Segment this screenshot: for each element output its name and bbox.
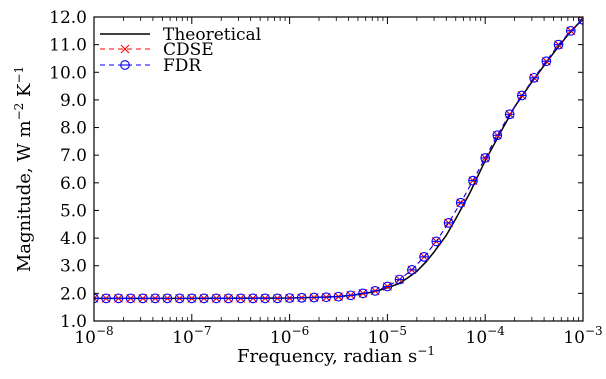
fdr-point bbox=[125, 293, 136, 304]
fdr-point bbox=[94, 293, 99, 304]
fdr-point bbox=[309, 292, 319, 303]
fdr-point bbox=[333, 291, 344, 302]
fdr-point bbox=[223, 293, 234, 304]
fdr-point bbox=[517, 90, 527, 101]
fdr-point bbox=[504, 109, 515, 120]
fdr-point bbox=[492, 130, 503, 141]
y-tick-label: 10.0 bbox=[49, 63, 87, 83]
fdr-point bbox=[443, 218, 454, 228]
y-tick-label: 5.0 bbox=[60, 201, 87, 221]
legend-cdse-label: CDSE bbox=[163, 40, 214, 60]
legend-cdse-marker bbox=[120, 44, 130, 54]
y-tick-label: 3.0 bbox=[60, 257, 87, 277]
ticks-layer: 1.0 2.0 3.0 4.0 5.0 6.0 7.0 8.0 9.0 10.0 11.0 12.0 1… bbox=[49, 8, 603, 348]
x-tick-label: 10−4 bbox=[466, 324, 506, 348]
x-tick-label: 10−6 bbox=[270, 324, 309, 348]
fdr-point bbox=[407, 265, 417, 275]
plot-frame bbox=[93, 16, 584, 322]
legend-theoretical-label: Theoretical bbox=[163, 25, 261, 45]
series-layer bbox=[94, 17, 583, 304]
fdr-point bbox=[174, 293, 185, 304]
fdr-point bbox=[480, 153, 491, 163]
fdr-point bbox=[284, 293, 295, 303]
y-tick-label: 4.0 bbox=[60, 229, 87, 249]
y-tick-label: 11.0 bbox=[49, 36, 87, 56]
fdr-point bbox=[382, 281, 393, 292]
y-tick-label: 1.0 bbox=[60, 312, 87, 332]
fdr-point bbox=[529, 72, 539, 83]
y-axis-title: Magnitude, W m−2 K−1 bbox=[12, 66, 35, 272]
legend-fdr-label: FDR bbox=[163, 56, 202, 76]
y-tick-label: 9.0 bbox=[60, 91, 87, 111]
x-axis-title: Frequency, radian s−1 bbox=[237, 344, 435, 367]
cdse-point-stroke bbox=[94, 293, 99, 300]
fdr-point bbox=[199, 293, 209, 304]
fdr-point bbox=[211, 293, 222, 304]
fdr-point bbox=[345, 290, 356, 301]
fdr-point bbox=[296, 292, 307, 303]
fdr-point bbox=[419, 252, 429, 262]
y-tick-label: 6.0 bbox=[60, 174, 87, 194]
fdr-point bbox=[101, 293, 111, 304]
x-tick-label: 10−5 bbox=[368, 324, 407, 348]
fdr-point bbox=[235, 293, 246, 304]
y-tick-label: 2.0 bbox=[60, 284, 87, 304]
x-tick-label: 10−7 bbox=[172, 324, 211, 348]
fdr-point bbox=[468, 175, 478, 186]
fdr-point bbox=[541, 56, 552, 67]
fdr-point bbox=[394, 274, 405, 285]
y-tick-label: 12.0 bbox=[49, 8, 87, 28]
fdr-point bbox=[248, 293, 258, 304]
fdr-point bbox=[272, 293, 283, 304]
fdr-point bbox=[260, 293, 270, 304]
x-tick-label: 10−3 bbox=[563, 324, 602, 348]
cdse-point bbox=[94, 293, 99, 303]
x-tick-label: 10−8 bbox=[74, 324, 113, 348]
fdr-point bbox=[553, 39, 564, 50]
fdr-point bbox=[113, 293, 124, 304]
fdr-point bbox=[150, 293, 161, 304]
cdse-point-stroke bbox=[94, 297, 99, 303]
y-tick-label: 8.0 bbox=[60, 119, 87, 139]
fdr-point bbox=[186, 293, 197, 304]
fdr-point bbox=[455, 197, 466, 208]
fdr-point bbox=[358, 288, 368, 299]
fdr-point bbox=[321, 292, 332, 303]
fdr-point bbox=[565, 25, 576, 36]
fdr-point bbox=[370, 286, 381, 296]
fdr-point bbox=[138, 293, 148, 304]
y-tick-label: 7.0 bbox=[60, 146, 87, 166]
fdr-point bbox=[162, 293, 173, 304]
fdr-point bbox=[431, 236, 442, 247]
